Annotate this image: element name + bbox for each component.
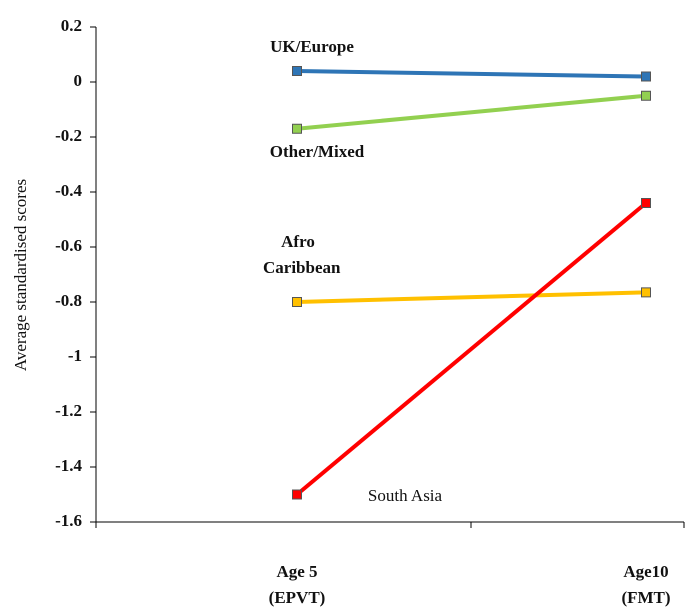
y-axis-title: Average standardised scores bbox=[11, 179, 30, 371]
data-point bbox=[292, 297, 302, 307]
data-point bbox=[641, 198, 651, 208]
data-point bbox=[292, 66, 302, 76]
series-label: UK/Europe bbox=[270, 37, 354, 56]
series-line bbox=[295, 201, 648, 497]
y-tick-label: 0.2 bbox=[61, 16, 82, 35]
data-point bbox=[292, 489, 302, 500]
series-line bbox=[296, 290, 647, 304]
data-point bbox=[641, 90, 651, 101]
y-tick-label: -1.2 bbox=[55, 401, 82, 420]
series-label: Other/Mixed bbox=[269, 142, 365, 161]
data-point bbox=[641, 71, 651, 82]
x-tick-label: Age10 (FMT) bbox=[621, 562, 671, 607]
y-tick-label: -0.4 bbox=[55, 181, 82, 200]
y-tick-label: -1.6 bbox=[55, 511, 82, 530]
x-tick-label: Age 5 (EPVT) bbox=[268, 562, 326, 607]
y-tick-label: -0.2 bbox=[55, 126, 82, 145]
y-tick-label: -0.8 bbox=[55, 291, 82, 310]
y-tick-label: -0.6 bbox=[55, 236, 82, 255]
data-point bbox=[641, 287, 651, 298]
series-line bbox=[296, 69, 647, 79]
y-tick-label: -1 bbox=[68, 346, 82, 365]
series-label: Afro Caribbean bbox=[263, 232, 341, 277]
series-line bbox=[296, 93, 647, 131]
y-tick-label: 0 bbox=[74, 71, 83, 90]
data-point bbox=[292, 123, 302, 134]
series-label: South Asia bbox=[367, 486, 443, 505]
y-tick-label: -1.4 bbox=[55, 456, 82, 475]
